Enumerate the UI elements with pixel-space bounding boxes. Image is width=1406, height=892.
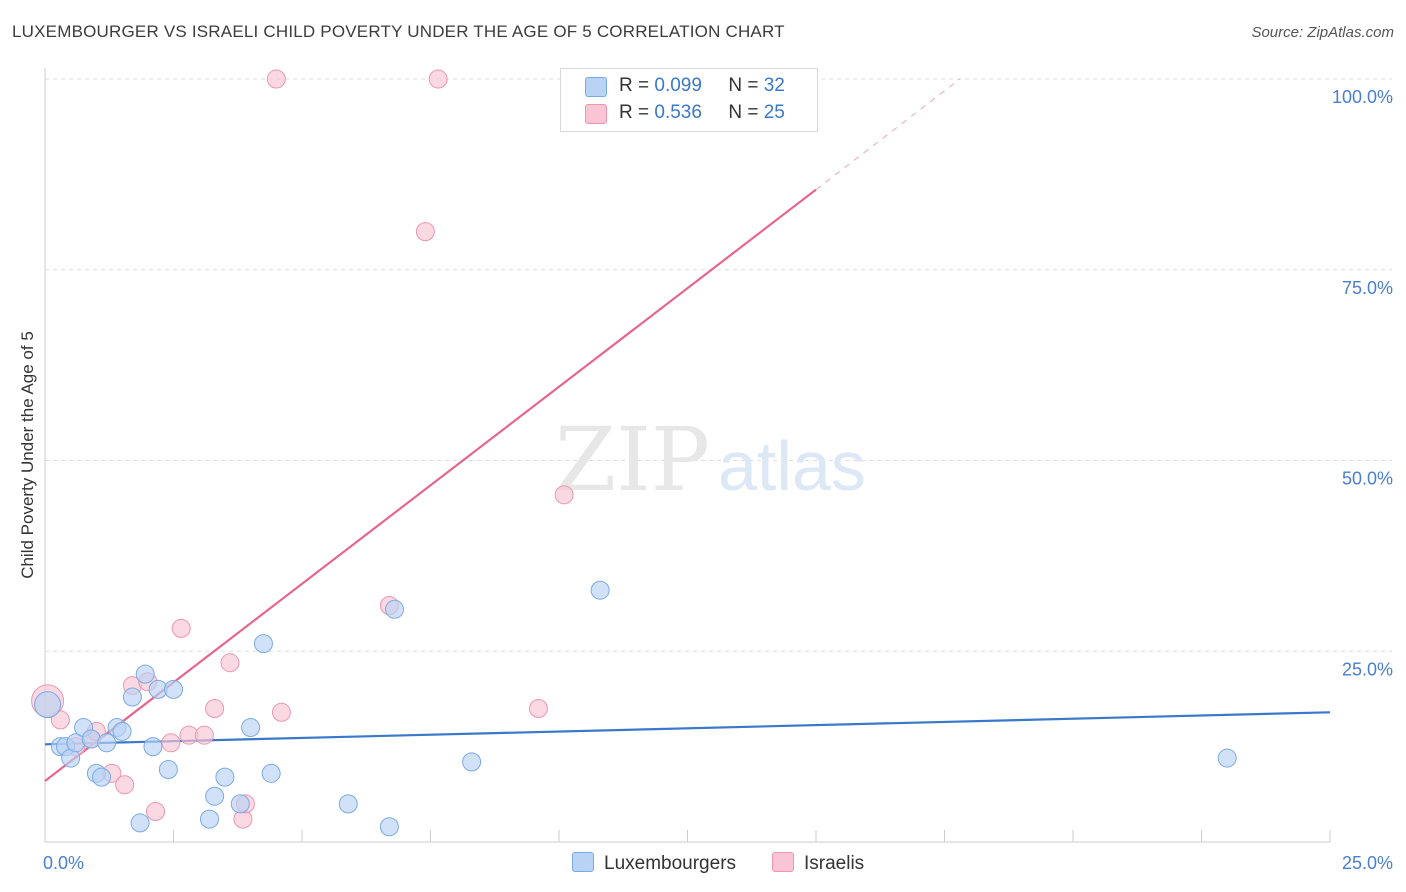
bottom-legend-label-luxembourgers: Luxembourgers xyxy=(604,853,737,874)
tick-labels: 100.0% 75.0% 50.0% 25.0% 0.0% 25.0% xyxy=(43,87,1393,873)
legend-n-value-israelis: 25 xyxy=(763,102,785,123)
point-israelis xyxy=(171,618,191,638)
point-luxembourgers xyxy=(215,767,235,787)
point-israelis xyxy=(194,725,214,745)
point-israelis xyxy=(428,69,448,89)
point-israelis xyxy=(271,702,291,722)
legend-r-value-luxembourgers: 0.099 xyxy=(654,75,702,96)
legend-r-label: R = xyxy=(619,75,650,96)
bottom-legend-luxembourgers: Luxembourgers xyxy=(572,852,736,875)
legend-swatch-israelis xyxy=(585,104,607,124)
point-luxembourgers xyxy=(241,718,261,738)
y-tick-label: 25.0% xyxy=(1342,659,1393,679)
legend-n-value-luxembourgers: 32 xyxy=(763,75,785,96)
point-luxembourgers xyxy=(97,733,117,753)
grid xyxy=(45,78,1392,652)
point-luxembourgers xyxy=(338,794,358,814)
point-luxembourgers xyxy=(253,634,273,654)
point-israelis xyxy=(161,733,181,753)
chart-title: LUXEMBOURGER VS ISRAELI CHILD POVERTY UN… xyxy=(12,22,785,41)
source-label: Source: ZipAtlas.com xyxy=(1251,24,1394,41)
legend-r-value-israelis: 0.536 xyxy=(654,102,702,123)
point-luxembourgers xyxy=(261,763,281,783)
point-luxembourgers xyxy=(385,599,405,619)
point-luxembourgers xyxy=(158,760,178,780)
point-israelis xyxy=(528,698,548,718)
point-luxembourgers xyxy=(122,687,142,707)
point-israelis xyxy=(115,775,135,795)
point-israelis xyxy=(146,801,166,821)
watermark-atlas: atlas xyxy=(718,427,866,505)
legend-swatch-luxembourgers xyxy=(585,77,607,97)
point-israelis xyxy=(50,710,70,730)
bottom-legend-israelis: Israelis xyxy=(772,852,864,875)
y-tick-label: 100.0% xyxy=(1332,87,1393,107)
bottom-legend-swatch-israelis xyxy=(772,852,794,872)
point-luxembourgers xyxy=(1217,748,1237,768)
point-israelis xyxy=(554,485,574,505)
point-luxembourgers xyxy=(164,679,183,699)
point-luxembourgers xyxy=(230,794,250,814)
point-luxembourgers xyxy=(92,767,112,787)
legend-n-label: N = xyxy=(728,102,759,123)
point-israelis xyxy=(220,653,240,673)
legend-r-label: R = xyxy=(619,102,650,123)
point-luxembourgers xyxy=(130,813,150,833)
point-luxembourgers xyxy=(590,580,610,600)
point-luxembourgers xyxy=(112,721,132,741)
legend-n-label: N = xyxy=(728,75,759,96)
point-luxembourgers xyxy=(143,737,163,757)
watermark-zip: ZIP xyxy=(555,408,710,511)
point-luxembourgers xyxy=(379,817,399,837)
y-tick-label: 50.0% xyxy=(1342,469,1393,489)
point-luxembourgers xyxy=(462,752,482,772)
point-israelis xyxy=(266,69,286,89)
legend: R = 0.099 N = 32 R = 0.536 N = 25 xyxy=(560,68,818,132)
bottom-legend-label-israelis: Israelis xyxy=(804,853,865,874)
point-luxembourgers xyxy=(205,786,225,806)
point-israelis xyxy=(205,698,225,718)
point-luxembourgers xyxy=(135,664,155,684)
point-israelis xyxy=(415,222,435,242)
bottom-legend-swatch-luxembourgers xyxy=(572,852,594,872)
y-tick-label: 75.0% xyxy=(1342,278,1393,298)
trendline-luxembourgers xyxy=(44,711,1331,746)
trendline-israelis xyxy=(815,78,961,191)
x-tick-label: 0.0% xyxy=(43,853,84,873)
point-luxembourgers xyxy=(199,809,219,829)
point-luxembourgers xyxy=(34,691,62,719)
data-points xyxy=(31,69,1237,837)
x-tick-label: 25.0% xyxy=(1342,853,1393,873)
